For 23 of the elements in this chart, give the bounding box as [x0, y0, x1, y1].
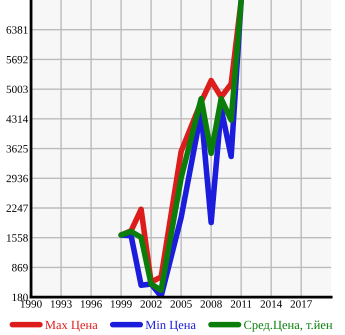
x-tick-label: 1999: [110, 300, 132, 308]
x-tick-label: 1993: [50, 300, 72, 308]
y-tick-label: 1558: [7, 234, 28, 242]
x-tick-label: 2005: [170, 300, 192, 308]
x-tick-label: 2014: [260, 300, 282, 308]
y-tick-label: 2247: [6, 204, 28, 212]
x-tick-label: 2002: [140, 300, 162, 308]
x-tick-label: 2011: [230, 300, 252, 308]
x-tick-label: 1990: [20, 300, 42, 308]
x-tick-label: 2017: [290, 300, 312, 308]
y-tick-label: 869: [12, 264, 28, 272]
y-tick-label: 5692: [6, 56, 28, 64]
y-tick-label: 6381: [6, 26, 28, 34]
x-tick-label: 2008: [200, 300, 222, 308]
y-tick-label: 2936: [6, 174, 28, 182]
y-tick-label: 4314: [6, 115, 28, 123]
legend-label: Min Цена: [146, 320, 196, 332]
legend-label: Max Цена: [45, 320, 98, 332]
legend-label: Сред.Цена, т.йен: [244, 320, 332, 332]
y-tick-label: 180: [12, 294, 28, 302]
y-tick-label: 3625: [6, 145, 28, 153]
y-tick-label: 5003: [6, 86, 28, 94]
x-tick-label: 1996: [80, 300, 102, 308]
